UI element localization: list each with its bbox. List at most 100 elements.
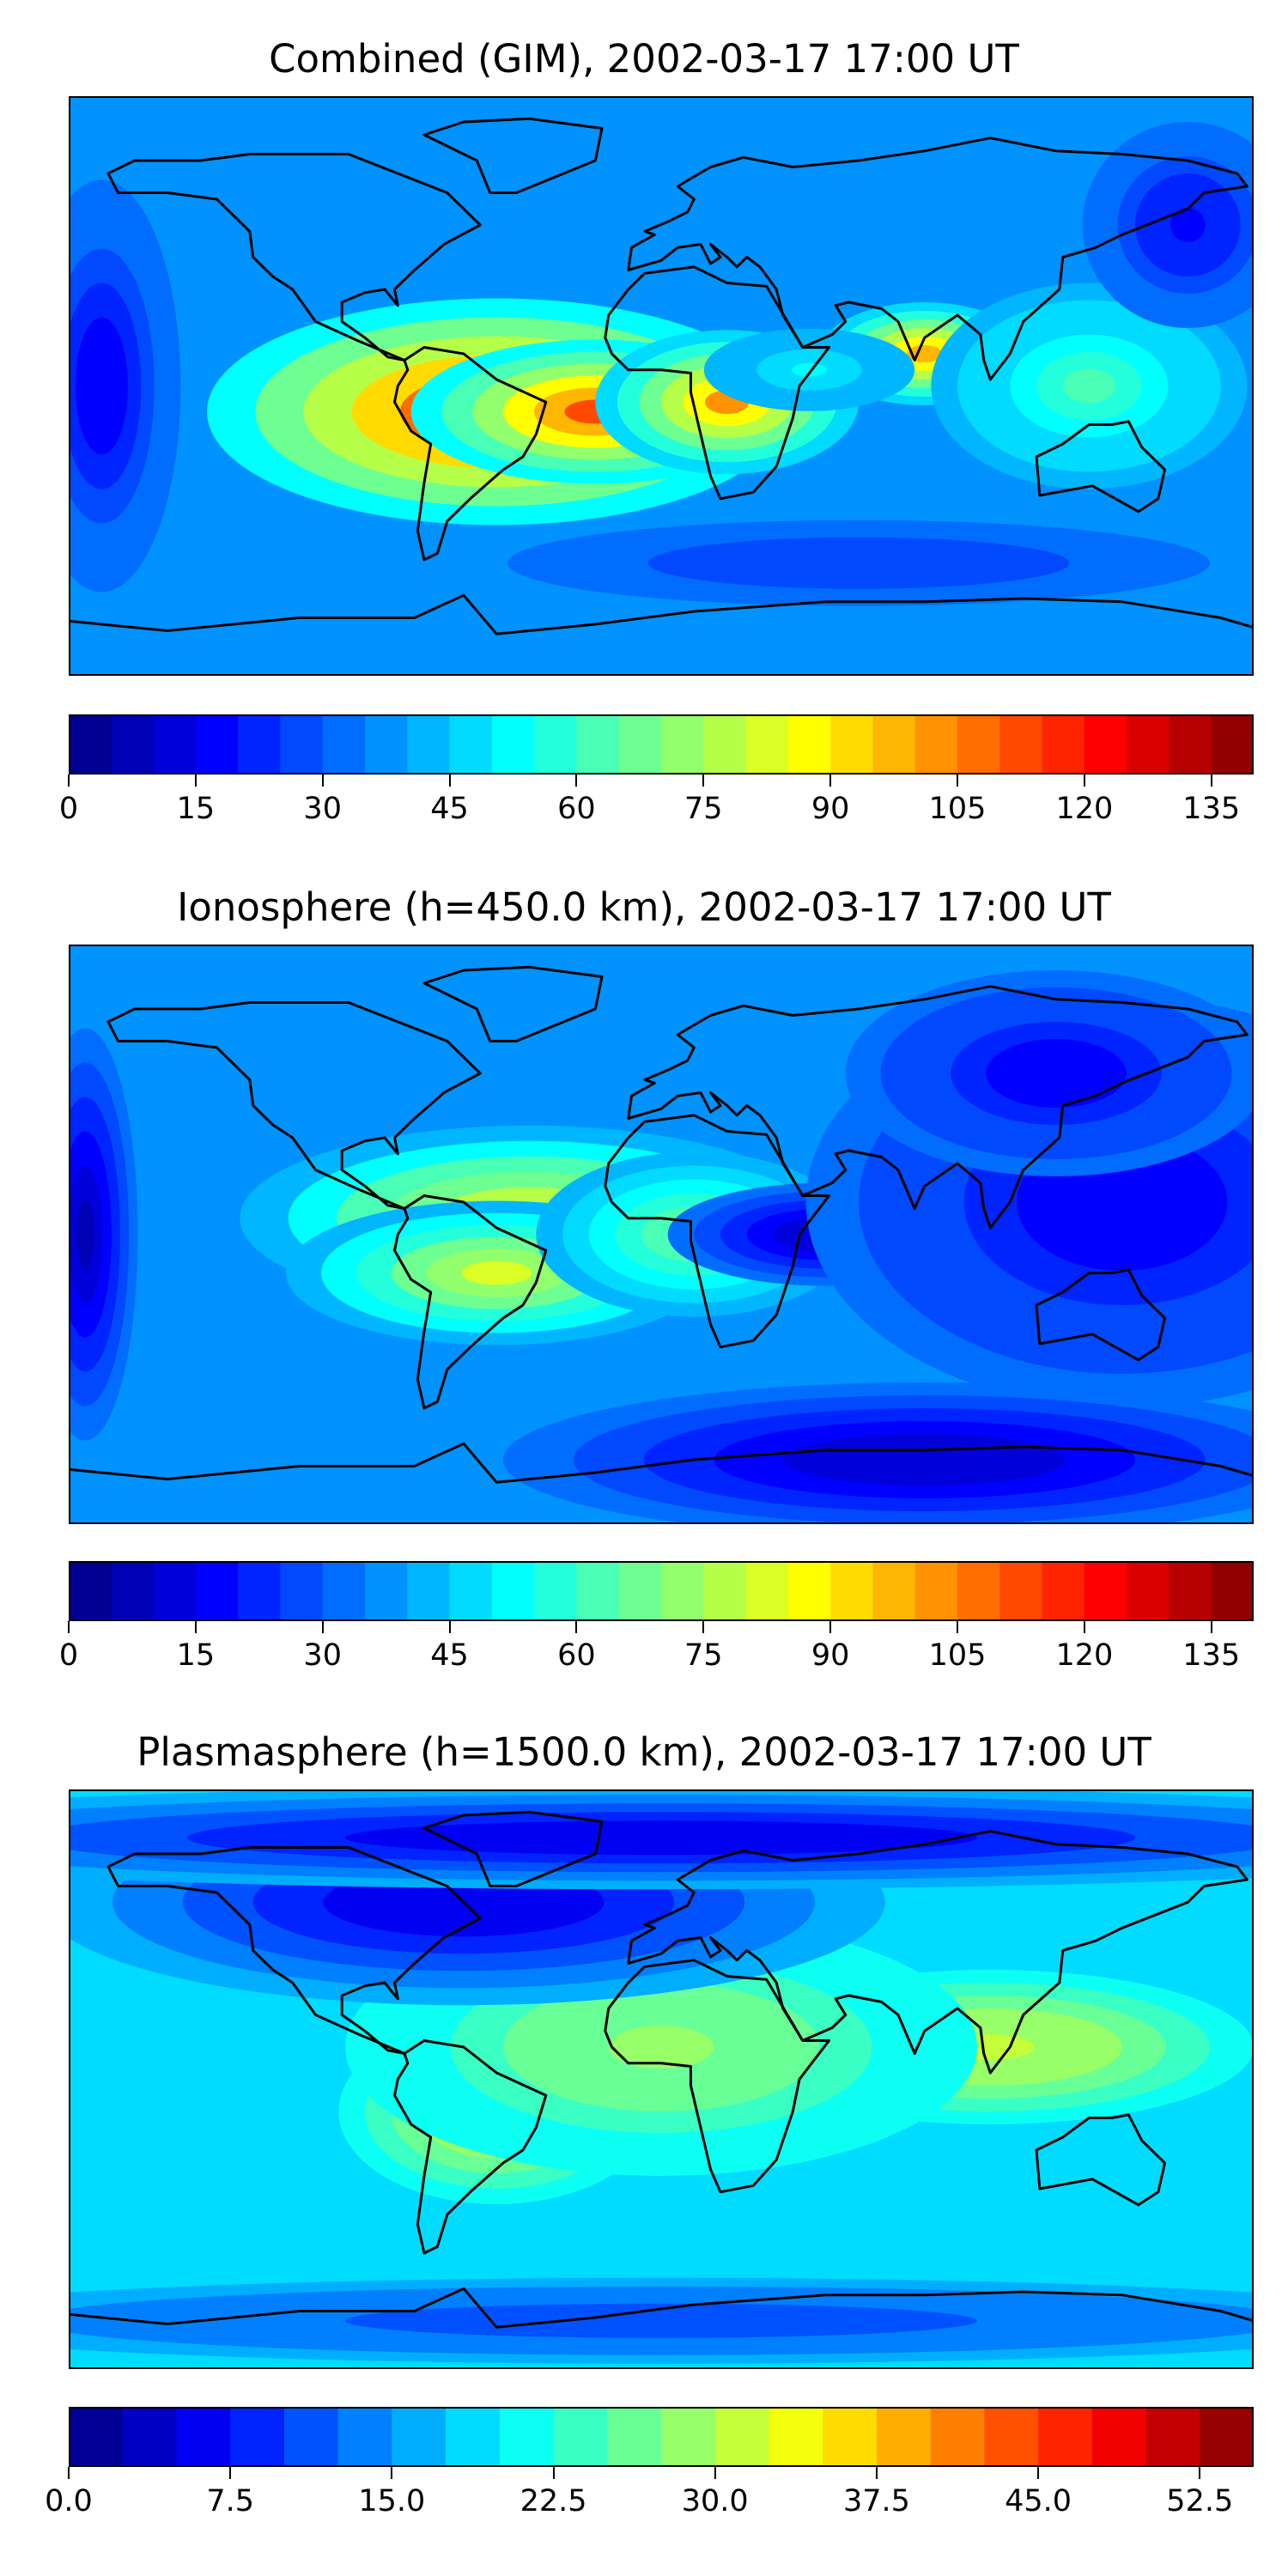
map-border bbox=[69, 1789, 1254, 2369]
heatmap-feature bbox=[69, 2269, 1254, 2369]
colorbar-segment bbox=[618, 714, 662, 775]
colorbar-segment bbox=[280, 714, 324, 775]
colorbar-segment bbox=[553, 2407, 608, 2467]
heatmap-contour-band bbox=[503, 2312, 819, 2330]
colorbar-segment bbox=[1200, 2407, 1254, 2467]
map-border bbox=[69, 945, 1254, 1524]
colorbar-tick-label: 90 bbox=[811, 792, 850, 826]
coastline-antarctica bbox=[69, 1442, 1254, 1484]
colorbar-tick-label: 45 bbox=[430, 792, 469, 826]
colorbar-tick bbox=[1199, 2467, 1201, 2479]
heatmap-ionosphere bbox=[69, 945, 1254, 1524]
heatmap-contour-band bbox=[88, 351, 115, 421]
colorbar-tick-label: 135 bbox=[1182, 1638, 1241, 1673]
colorbar-border bbox=[69, 1561, 1254, 1621]
colorbar-segment bbox=[930, 2407, 985, 2467]
colorbar-tick bbox=[194, 775, 197, 787]
colorbar-tick bbox=[321, 775, 324, 787]
colorbar-segment bbox=[69, 1561, 112, 1621]
colorbar-segment bbox=[195, 1561, 239, 1621]
heatmap-feature bbox=[286, 1200, 708, 1346]
colorbar-tick bbox=[829, 775, 832, 787]
colorbar-tick bbox=[875, 2467, 878, 2479]
colorbar-tick bbox=[957, 1621, 958, 1633]
colorbar-segment bbox=[661, 1561, 704, 1621]
heatmap-feature bbox=[1082, 122, 1254, 328]
colorbar-segment bbox=[153, 714, 197, 775]
colorbar-segment bbox=[787, 1561, 831, 1621]
colorbar-tick-label: 0 bbox=[58, 1638, 79, 1673]
colorbar-tick-label: 45.0 bbox=[1005, 2484, 1072, 2518]
colorbar-segment bbox=[745, 714, 789, 775]
colorbar-segment bbox=[703, 714, 747, 775]
colorbar-segment bbox=[1042, 714, 1085, 775]
colorbar-segment bbox=[830, 1561, 874, 1621]
heatmap-contour-band bbox=[608, 2026, 714, 2069]
colorbar-segment bbox=[1127, 1561, 1170, 1621]
colorbar-segment bbox=[322, 1561, 366, 1621]
coastline-north-america bbox=[106, 153, 482, 361]
coastline-greenland bbox=[422, 117, 604, 194]
colorbar-tick bbox=[68, 775, 70, 787]
coastline-antarctica bbox=[69, 2287, 1254, 2329]
heatmap-feature bbox=[69, 1028, 138, 1441]
heatmap-contour-band bbox=[503, 1829, 819, 1847]
colorbar-segment bbox=[365, 1561, 408, 1621]
colorbar-segment bbox=[1042, 1561, 1085, 1621]
colorbar-tick bbox=[714, 2467, 716, 2479]
heatmap-feature bbox=[503, 1382, 1254, 1524]
colorbar-tick-label: 60 bbox=[557, 792, 596, 826]
colorbar-segment bbox=[1084, 714, 1127, 775]
colorbar-plasmasphere-gradient bbox=[69, 2407, 1254, 2467]
heatmap-contour-band bbox=[461, 1261, 532, 1285]
colorbar-tick-label: 22.5 bbox=[519, 2484, 587, 2518]
colorbar-segment bbox=[745, 1561, 789, 1621]
heatmap-contour-band bbox=[1069, 1168, 1175, 1236]
colorbar-segment bbox=[957, 1561, 1000, 1621]
colorbar-segment bbox=[534, 714, 578, 775]
colorbar-segment bbox=[703, 1561, 747, 1621]
colorbar-ionosphere-gradient bbox=[69, 1561, 1254, 1621]
colorbar-plasmasphere bbox=[69, 2407, 1254, 2467]
coastline-south-america bbox=[393, 1194, 548, 1410]
colorbar-segment bbox=[499, 2407, 555, 2467]
colorbar-segment bbox=[999, 714, 1043, 775]
colorbar-tick bbox=[552, 2467, 555, 2479]
heatmap-combined bbox=[69, 96, 1254, 676]
colorbar-segment bbox=[1145, 2407, 1200, 2467]
heatmap-feature bbox=[69, 179, 181, 592]
colorbar-segment bbox=[69, 714, 112, 775]
colorbar-segment bbox=[534, 1561, 578, 1621]
colorbar-segment bbox=[322, 714, 366, 775]
heatmap-feature bbox=[845, 970, 1254, 1176]
colorbar-tick-label: 15 bbox=[176, 1638, 216, 1673]
colorbar-tick-label: 52.5 bbox=[1166, 2484, 1234, 2518]
heatmap-contour-band bbox=[76, 1200, 94, 1269]
colorbar-tick-label: 45 bbox=[430, 1638, 469, 1673]
colorbar-segment bbox=[984, 2407, 1039, 2467]
colorbar-segment bbox=[576, 714, 620, 775]
coastline-eurasia bbox=[627, 985, 1249, 1230]
heatmap-feature bbox=[437, 511, 1254, 615]
colorbar-tick-label: 30.0 bbox=[681, 2484, 749, 2518]
coastline-africa bbox=[604, 1959, 830, 2194]
colorbar-tick bbox=[575, 775, 578, 787]
colorbar-tick-label: 120 bbox=[1055, 792, 1114, 826]
colorbar-tick bbox=[957, 775, 958, 787]
colorbar-ionosphere bbox=[69, 1561, 1254, 1621]
colorbar-segment bbox=[823, 2407, 878, 2467]
colorbar-tick bbox=[391, 2467, 393, 2479]
colorbar-segment bbox=[111, 1561, 155, 1621]
heatmap-contour-band bbox=[1062, 368, 1116, 404]
heatmap-contour-band bbox=[788, 554, 929, 572]
colorbar-segment bbox=[714, 2407, 770, 2467]
colorbar-segment bbox=[914, 714, 958, 775]
colorbar-segment bbox=[999, 1561, 1043, 1621]
map-plasmasphere bbox=[69, 1789, 1254, 2369]
coastline-greenland bbox=[422, 1810, 604, 1887]
colorbar-tick-label: 135 bbox=[1182, 792, 1241, 826]
colorbar-segment bbox=[449, 714, 493, 775]
colorbar-tick bbox=[68, 2467, 70, 2479]
colorbar-segment bbox=[830, 714, 874, 775]
colorbar-segment bbox=[491, 714, 535, 775]
